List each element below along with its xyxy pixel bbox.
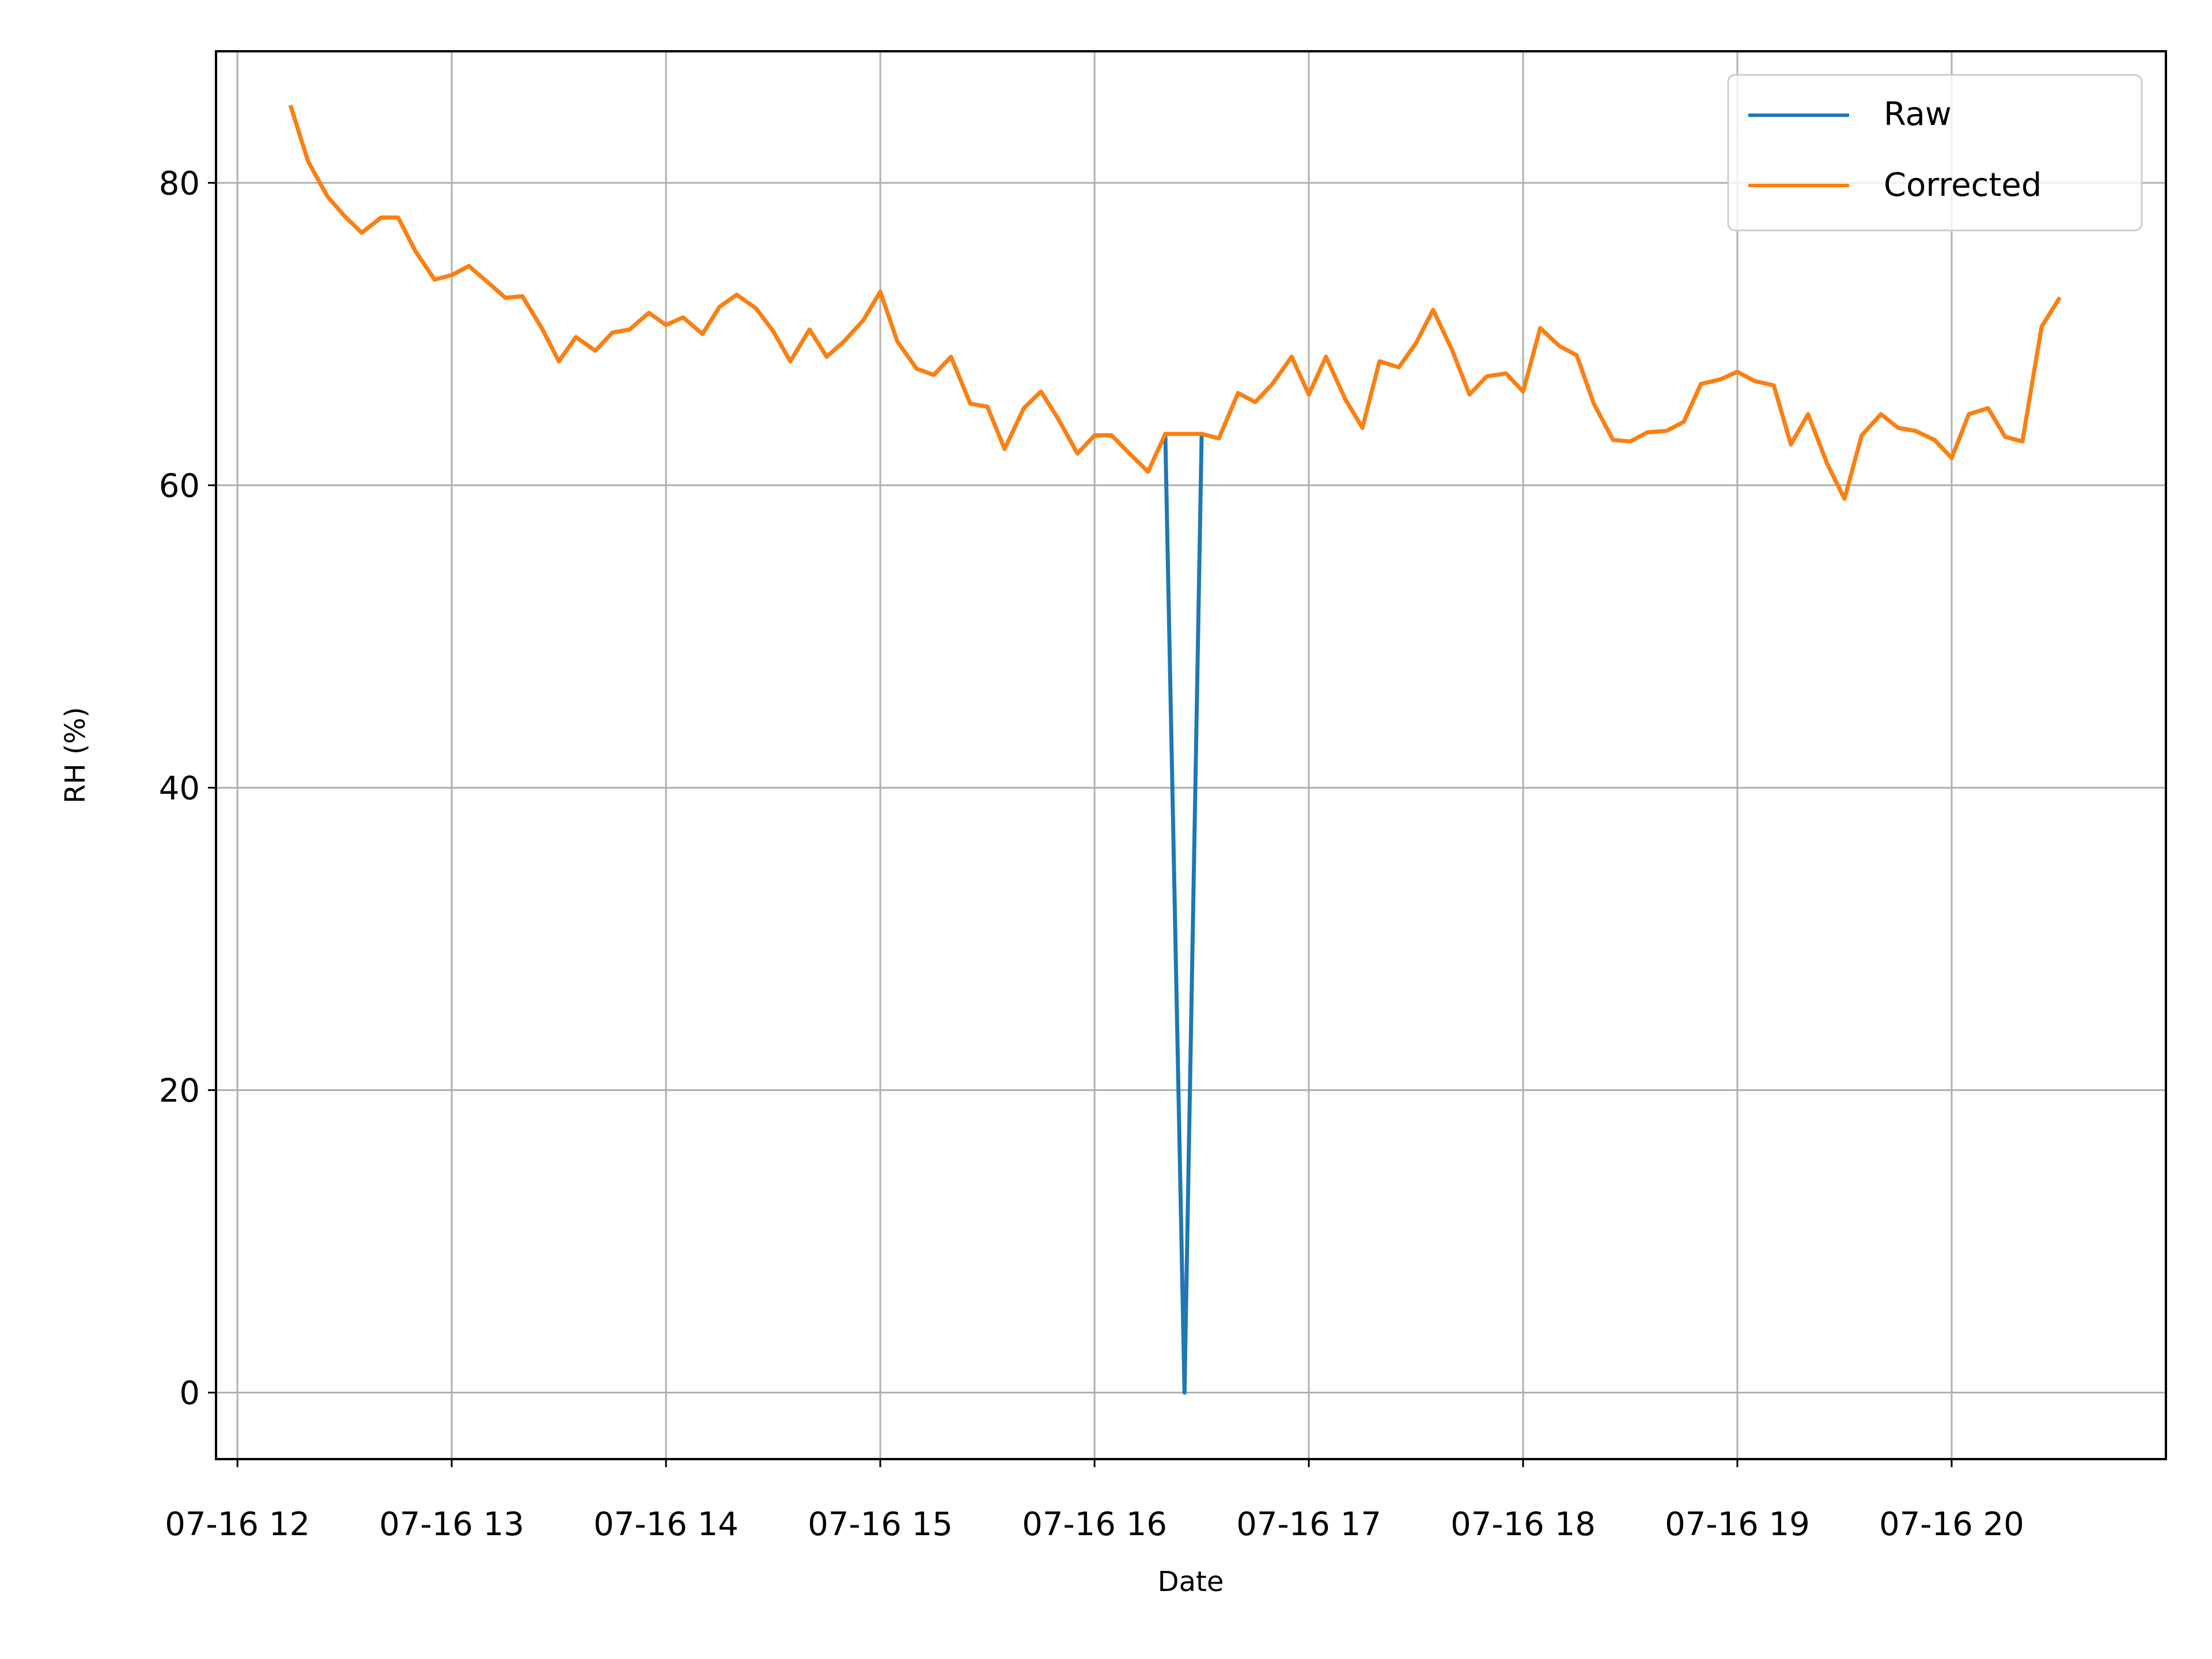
x-tick-label: 07-16 12 [165,1506,310,1543]
x-tick-labels: 07-16 12 07-16 13 07-16 14 07-16 15 07-16 16… [165,1506,2024,1543]
x-tick-label: 07-16 19 [1665,1506,1810,1543]
axes-frame [215,50,2167,1460]
legend-label-raw: Raw [1884,96,1952,133]
x-tick-label: 07-16 20 [1879,1506,2024,1543]
y-tick-label: 80 [159,165,200,202]
x-tick-label: 07-16 15 [808,1506,953,1543]
y-tick-label: 20 [159,1072,200,1109]
legend-label-corrected: Corrected [1884,166,2041,204]
x-tick-label: 07-16 14 [593,1506,738,1543]
y-tick-label: 60 [159,467,200,505]
series-lines [288,104,2062,1395]
x-tick-label: 07-16 17 [1236,1506,1381,1543]
y-axis-label: RH (%) [59,707,92,804]
legend: Raw Corrected [1727,74,2143,232]
x-tick-label: 07-16 18 [1450,1506,1596,1543]
x-axis-label: Date [1158,1566,1224,1598]
y-tick-label: 0 [179,1374,200,1412]
x-tick-label: 07-16 16 [1022,1506,1167,1543]
x-tick-label: 07-16 13 [379,1506,524,1543]
y-tick-label: 40 [159,770,200,807]
axis-ticks: 07-16 12 07-16 13 07-16 14 07-16 15 07-16 16… [159,165,2024,1543]
series-line-corrected [288,104,2062,501]
